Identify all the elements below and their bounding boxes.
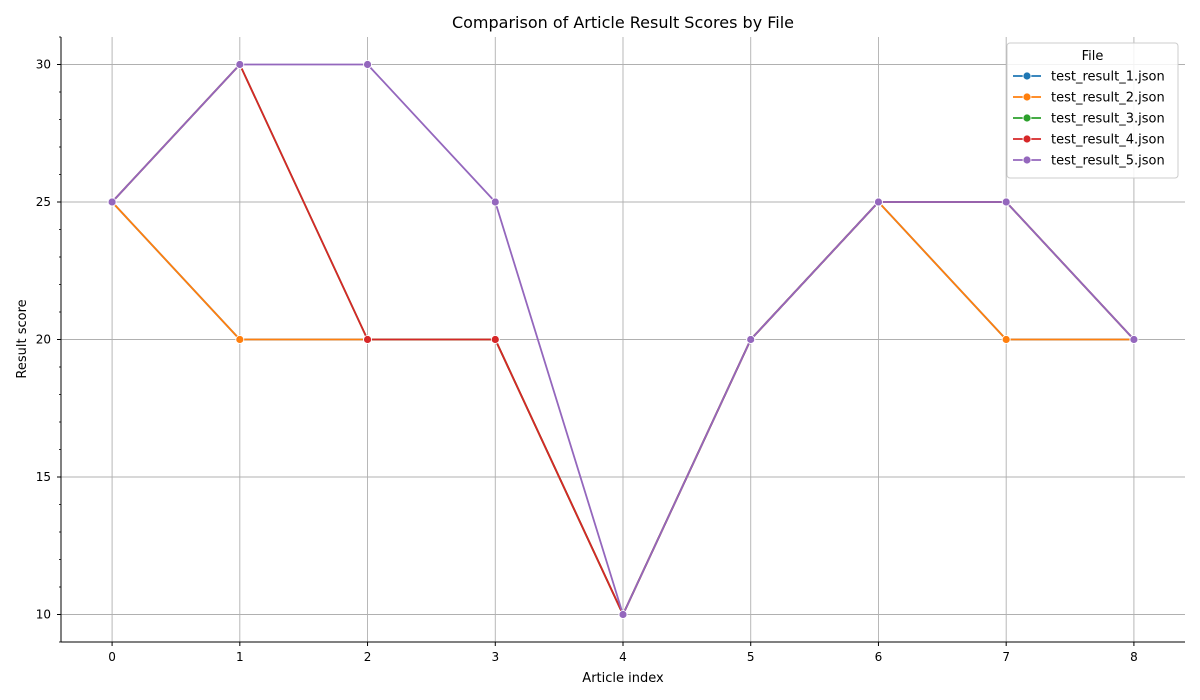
data-point [490,335,500,344]
data-point [1001,335,1011,344]
legend-swatch-marker [1022,71,1032,81]
legend-item-label: test_result_4.json [1051,133,1165,148]
legend-item-label: test_result_3.json [1051,112,1165,127]
x-tick-label: 5 [747,650,755,664]
data-point [363,335,372,344]
legend: File test_result_1.json test_result_2.json… [1006,42,1179,179]
y-tick-label: 30 [36,58,51,72]
axes: 0 1 2 3 4 5 6 7 8 10 15 20 25 30 [36,36,1185,664]
data-point [235,60,245,69]
y-tick-label: 25 [36,195,51,209]
x-tick-label: 7 [1002,650,1010,664]
legend-swatch-marker [1022,134,1032,144]
chart-title: Comparison of Article Result Scores by F… [452,13,794,32]
y-tick-label: 10 [36,608,51,622]
data-point [490,197,500,207]
data-point [235,335,245,344]
y-axis-label: Result score [15,299,30,378]
legend-swatch-marker [1022,113,1032,123]
legend-item-label: test_result_2.json [1051,91,1165,106]
legend-swatch-marker [1022,92,1032,102]
legend-swatch-marker [1022,155,1032,165]
x-tick-label: 0 [108,650,116,664]
x-tick-label: 8 [1130,650,1138,664]
data-point [746,335,756,344]
series-layer [107,60,1139,619]
x-tick-label: 4 [619,650,627,664]
x-axis-label: Article index [582,671,664,686]
x-tick-label: 3 [491,650,499,664]
data-point [618,610,628,619]
legend-box [1006,42,1179,179]
data-point [1001,197,1011,207]
data-point [107,197,117,207]
legend-item-label: test_result_5.json [1051,154,1165,169]
x-tick-label: 2 [364,650,372,664]
data-point [1129,335,1139,344]
data-point [363,60,372,69]
series-5 [107,60,1139,619]
legend-item-label: test_result_1.json [1051,70,1165,85]
y-tick-label: 20 [36,333,51,347]
legend-title: File [1082,49,1104,64]
y-tick-label: 15 [36,470,51,484]
x-tick-label: 6 [875,650,883,664]
data-point [874,197,883,207]
x-tick-label: 1 [236,650,244,664]
